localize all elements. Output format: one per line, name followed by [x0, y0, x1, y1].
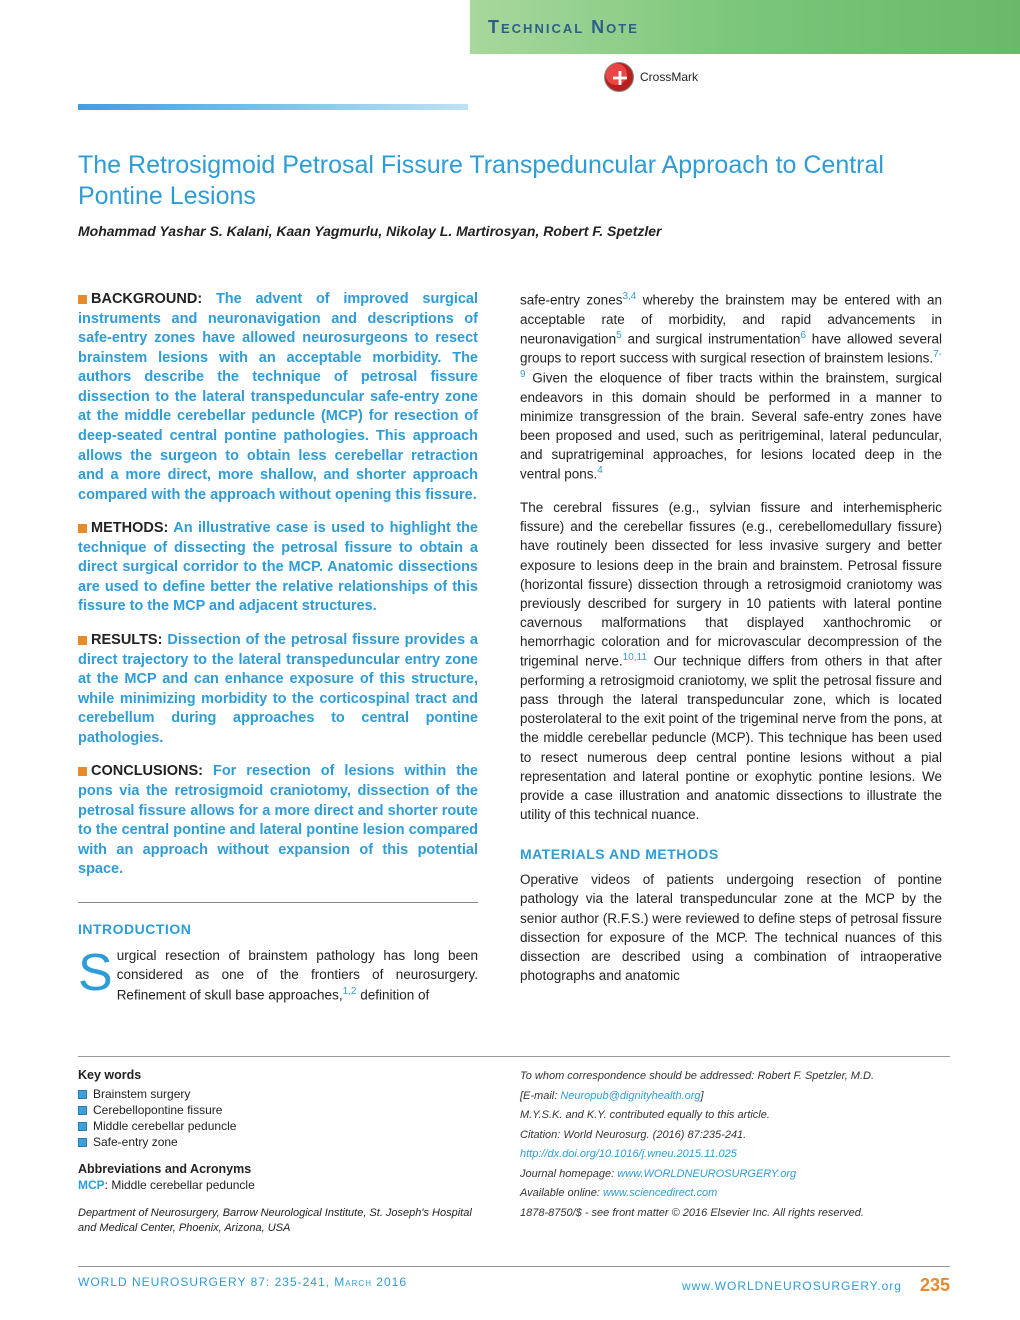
keywords-block: Key words Brainstem surgery Cerebellopon…: [78, 1068, 478, 1236]
materials-methods-paragraph: Operative videos of patients undergoing …: [520, 870, 942, 985]
keyword-item: Safe-entry zone: [78, 1134, 478, 1150]
sciencedirect-link[interactable]: www.sciencedirect.com: [603, 1187, 717, 1199]
footer-right: www.WORLDNEUROSURGERY.org 235: [682, 1275, 950, 1296]
abstract-methods: METHODS: An illustrative case is used to…: [78, 519, 478, 617]
citation-link[interactable]: 3,4: [622, 291, 636, 302]
intro-tail: definition of: [356, 987, 429, 1002]
abstract-text: Dissection of the petrosal fissure provi…: [78, 632, 478, 746]
abstract-text: For resection of lesions within the pons…: [78, 763, 478, 877]
square-icon: [78, 1106, 87, 1115]
section-divider: [78, 902, 478, 903]
footer-divider: [78, 1056, 950, 1057]
page-number: 235: [920, 1275, 950, 1296]
homepage-link[interactable]: www.WORLDNEUROSURGERY.org: [617, 1168, 796, 1180]
citation-line: Citation: World Neurosurg. (2016) 87:235…: [520, 1127, 942, 1144]
abstract-column: BACKGROUND: The advent of improved surgi…: [78, 290, 478, 1005]
dropcap: S: [78, 947, 117, 995]
abstract-conclusions: CONCLUSIONS: For resection of lesions wi…: [78, 762, 478, 879]
keyword-item: Middle cerebellar peduncle: [78, 1118, 478, 1134]
square-icon: [78, 1090, 87, 1099]
abbreviations-heading: Abbreviations and Acronyms: [78, 1162, 478, 1176]
correspondence-email: [E-mail: Neuropub@dignityhealth.org]: [520, 1088, 942, 1105]
square-icon: [78, 1138, 87, 1147]
citation-link[interactable]: 10,11: [623, 652, 647, 663]
abstract-head: CONCLUSIONS:: [91, 763, 203, 779]
footer-url[interactable]: www.WORLDNEUROSURGERY.org: [682, 1279, 902, 1293]
crossmark-icon: [604, 62, 634, 92]
bullet-icon: [78, 636, 87, 645]
materials-methods-heading: MATERIALS AND METHODS: [520, 846, 942, 862]
copyright-line: 1878-8750/$ - see front matter © 2016 El…: [520, 1205, 942, 1222]
authors-line: Mohammad Yashar S. Kalani, Kaan Yagmurlu…: [78, 223, 950, 239]
square-icon: [78, 1122, 87, 1131]
abstract-text: The advent of improved surgical instrume…: [78, 291, 478, 503]
keywords-heading: Key words: [78, 1068, 478, 1082]
abstract-head: METHODS:: [91, 520, 168, 536]
introduction-paragraph: Surgical resection of brainstem patholog…: [78, 947, 478, 1005]
correspondence-block: To whom correspondence should be address…: [520, 1068, 942, 1224]
abstract-background: BACKGROUND: The advent of improved surgi…: [78, 290, 478, 505]
title-block: The Retrosigmoid Petrosal Fissure Transp…: [78, 150, 950, 239]
bullet-icon: [78, 295, 87, 304]
abbreviation-item: MCP: Middle cerebellar peduncle: [78, 1178, 478, 1192]
available-online: Available online: www.sciencedirect.com: [520, 1185, 942, 1202]
contribution-note: M.Y.S.K. and K.Y. contributed equally to…: [520, 1107, 942, 1124]
abstract-results: RESULTS: Dissection of the petrosal fiss…: [78, 631, 478, 748]
technical-note-banner: Technical Note: [470, 0, 1020, 54]
body-column: safe-entry zones3,4 whereby the brainste…: [520, 290, 942, 999]
affiliation-text: Department of Neurosurgery, Barrow Neuro…: [78, 1206, 478, 1236]
crossmark-badge[interactable]: CrossMark: [604, 62, 698, 92]
body-paragraph-2: The cerebral fissures (e.g., sylvian fis…: [520, 498, 942, 824]
header-accent-rule: [78, 104, 468, 110]
crossmark-label: CrossMark: [640, 70, 698, 84]
abstract-head: RESULTS:: [91, 632, 162, 648]
abstract-head: BACKGROUND:: [91, 291, 202, 307]
keyword-item: Cerebellopontine fissure: [78, 1102, 478, 1118]
footer-citation: WORLD NEUROSURGERY 87: 235-241, March 20…: [78, 1275, 407, 1296]
doi-link[interactable]: http://dx.doi.org/10.1016/j.wneu.2015.11…: [520, 1146, 942, 1163]
banner-label: Technical Note: [488, 17, 639, 38]
keyword-item: Brainstem surgery: [78, 1086, 478, 1102]
bullet-icon: [78, 767, 87, 776]
email-link[interactable]: Neuropub@dignityhealth.org: [560, 1090, 700, 1102]
journal-homepage: Journal homepage: www.WORLDNEUROSURGERY.…: [520, 1166, 942, 1183]
bullet-icon: [78, 524, 87, 533]
body-paragraph-1: safe-entry zones3,4 whereby the brainste…: [520, 290, 942, 484]
article-title: The Retrosigmoid Petrosal Fissure Transp…: [78, 150, 950, 213]
page-footer: WORLD NEUROSURGERY 87: 235-241, March 20…: [78, 1266, 950, 1296]
citation-link[interactable]: 1,2: [343, 986, 357, 997]
introduction-heading: INTRODUCTION: [78, 921, 478, 937]
citation-link[interactable]: 4: [597, 465, 603, 476]
keywords-list: Brainstem surgery Cerebellopontine fissu…: [78, 1086, 478, 1150]
correspondence-line: To whom correspondence should be address…: [520, 1068, 942, 1085]
